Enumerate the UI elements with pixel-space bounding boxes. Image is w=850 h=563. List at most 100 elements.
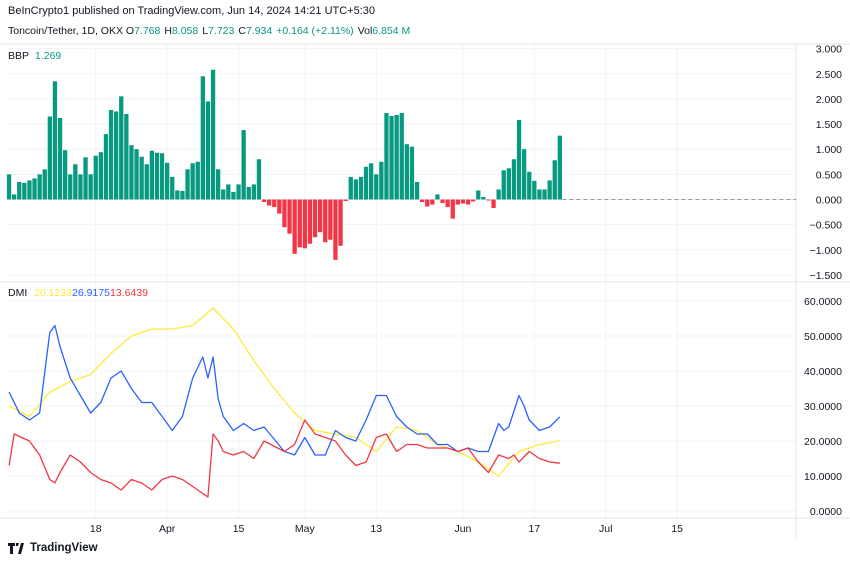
bbp-y-tick-label: 1.500 <box>816 119 842 131</box>
dmi-y-tick-label: 0.0000 <box>810 506 842 518</box>
bbp-bar <box>149 150 154 200</box>
ohlc-value: +0.164 (+2.11%) <box>276 25 354 37</box>
bbp-bar <box>42 169 47 200</box>
dmi-lines <box>8 307 561 498</box>
dmi-y-tick-label: 50.0000 <box>804 331 842 343</box>
time-axis-label: 15 <box>671 523 683 535</box>
bbp-y-tick-label: 0.000 <box>816 195 842 207</box>
bbp-bar <box>98 152 103 200</box>
bbp-bar <box>195 161 200 200</box>
bbp-bar <box>389 116 394 200</box>
bbp-bar <box>144 164 149 200</box>
tradingview-brand: TradingView <box>30 542 98 554</box>
bbp-bar <box>272 199 277 208</box>
bbp-bar <box>226 184 231 200</box>
bbp-bar <box>159 153 165 200</box>
bbp-bar <box>221 189 226 200</box>
bbp-bar <box>338 199 343 246</box>
ohlc-label: L <box>202 25 209 37</box>
dmi-series-line-dmi_plus <box>8 324 561 456</box>
bbp-legend: BBP 1.269 <box>8 50 61 62</box>
bbp-y-tick-label: 1.000 <box>816 144 842 156</box>
bbp-y-tick-label: −0.500 <box>810 220 843 232</box>
dmi-series-line-dmi_minus <box>8 419 560 498</box>
bbp-bar <box>328 199 333 240</box>
bbp-bar <box>68 174 73 200</box>
bbp-bar <box>108 109 114 200</box>
bbp-bar <box>124 113 129 200</box>
bbp-bar <box>47 116 52 200</box>
time-axis-label: 15 <box>233 523 245 535</box>
bbp-bar <box>216 169 221 200</box>
bbp-y-tick-label: 2.500 <box>816 69 842 81</box>
bbp-bar <box>103 134 109 200</box>
bbp-bar <box>486 199 491 201</box>
bbp-bar <box>114 111 119 200</box>
publish-line: BeInCrypto1 published on TradingView.com… <box>8 5 376 17</box>
dmi-y-tick-label: 30.0000 <box>804 401 842 413</box>
bbp-bar <box>547 180 552 200</box>
time-axis-label: Jul <box>599 523 612 535</box>
bbp-bar <box>200 76 205 200</box>
bbp-bar <box>511 159 517 200</box>
bbp-bar <box>292 199 297 254</box>
ohlc-label: O <box>125 25 135 37</box>
bbp-bar <box>374 174 379 200</box>
symbol-name[interactable]: Toncoin/Tether, 1D, OKX <box>8 25 123 37</box>
bbp-legend-title: BBP <box>8 50 29 62</box>
bbp-bar <box>297 199 302 248</box>
dmi-legend-value: 26.9175 <box>72 287 110 299</box>
bbp-bar <box>83 157 88 200</box>
bbp-bar <box>333 199 338 260</box>
symbol-bar: Toncoin/Tether, 1D, OKX O7.768 H8.058 L7.7… <box>8 25 414 37</box>
bbp-bar <box>57 118 63 200</box>
bbp-bar <box>465 199 471 205</box>
bbp-bar <box>231 191 236 200</box>
bbp-bar <box>170 176 175 200</box>
bbp-bar <box>63 150 68 200</box>
bbp-y-tick-label: 3.000 <box>816 44 842 56</box>
bbp-bar <box>384 112 389 200</box>
bbp-bar <box>241 130 246 200</box>
bbp-bar <box>358 176 364 200</box>
bbp-bar <box>527 171 532 200</box>
bbp-bar <box>27 180 32 200</box>
bbp-bar <box>236 184 241 200</box>
bbp-bar <box>496 189 501 200</box>
bbp-bar <box>93 155 98 200</box>
dmi-series-line-dmi_adx <box>8 307 560 477</box>
bbp-bar <box>267 199 272 206</box>
bbp-bar <box>261 199 267 203</box>
bbp-bar <box>450 199 455 219</box>
bbp-bar <box>17 181 22 200</box>
bbp-bar <box>12 194 17 200</box>
bbp-price-axis[interactable]: 3.000 2.500 2.000 1.500 1.000 0.500 0.000 −0.50… <box>810 44 843 282</box>
dmi-price-axis[interactable]: 60.0000 50.0000 40.0000 30.0000 20.0000 10.00… <box>804 296 842 518</box>
bbp-bar <box>394 114 399 200</box>
bbp-bar <box>134 149 139 200</box>
bbp-bar <box>343 199 348 202</box>
bbp-bar <box>37 174 42 200</box>
ohlc-value: 6.854 M <box>372 25 411 37</box>
bbp-bar <box>445 199 450 208</box>
bbp-bar <box>73 164 78 200</box>
bbp-bar <box>379 161 384 200</box>
bbp-bar <box>52 81 58 200</box>
bbp-bar <box>88 174 93 200</box>
dmi-y-tick-label: 20.0000 <box>804 436 842 448</box>
time-axis-label: 13 <box>370 523 382 535</box>
time-axis-label: 18 <box>90 523 102 535</box>
bbp-bar <box>318 199 323 233</box>
time-axis[interactable]: 18 Apr 15 May 13 Jun 17 Jul 15 <box>90 523 683 535</box>
bbp-bar <box>363 166 369 200</box>
ohlc-label: H <box>164 25 172 37</box>
bbp-bar <box>516 120 522 200</box>
bbp-bar <box>404 144 409 200</box>
ohlc-value: 7.768 <box>134 25 161 37</box>
time-axis-label: 17 <box>529 523 541 535</box>
bbp-histogram <box>6 69 796 260</box>
bbp-bar <box>180 190 185 200</box>
dmi-legend-value: 13.6439 <box>110 287 148 299</box>
bbp-bar <box>425 199 430 207</box>
